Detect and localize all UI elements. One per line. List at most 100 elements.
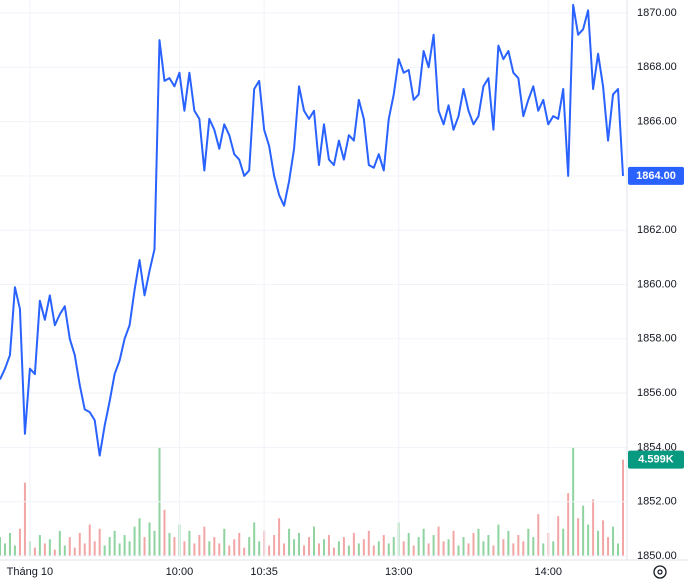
volume-bar — [532, 537, 535, 556]
volume-bar — [133, 526, 136, 556]
volume-tag-label: 4.599K — [638, 454, 674, 466]
y-tick-label: 1852.00 — [637, 496, 677, 508]
volume-bar — [173, 537, 176, 556]
volume-bar — [203, 526, 206, 556]
volume-bar — [527, 528, 530, 556]
volume-bar — [63, 545, 66, 556]
volume-bar — [113, 530, 116, 556]
volume-tag — [628, 450, 684, 469]
volume-bar — [517, 535, 520, 556]
volume-bar — [387, 543, 390, 556]
price-tag — [628, 166, 684, 185]
volume-bar — [143, 537, 146, 556]
volume-bar — [58, 530, 61, 556]
volume-bar — [447, 539, 450, 556]
volume-bar — [357, 543, 360, 556]
y-tick-label: 1868.00 — [637, 61, 677, 73]
volume-bar — [542, 543, 545, 556]
volume-bar — [422, 528, 425, 556]
volume-bar — [0, 537, 1, 556]
volume-bar — [288, 528, 291, 556]
volume-bar — [457, 545, 460, 556]
volume-bar — [93, 541, 96, 556]
volume-bar — [18, 528, 21, 556]
volume-bar — [327, 535, 330, 556]
volume-bar — [407, 532, 410, 556]
volume-bar — [123, 535, 126, 556]
volume-bar — [442, 541, 445, 556]
volume-bar — [577, 518, 580, 556]
volume-bar — [108, 537, 111, 556]
volume-bar — [617, 543, 620, 556]
volume-bar — [223, 528, 226, 556]
volume-bar — [218, 543, 221, 556]
volume-bar — [482, 541, 485, 556]
volume-bar — [33, 547, 36, 556]
volume-bar — [622, 459, 624, 556]
volume-bar — [592, 499, 595, 556]
volume-bar — [198, 535, 201, 556]
volume-bar — [138, 518, 141, 556]
price-line — [0, 3, 624, 457]
y-tick-label: 1866.00 — [637, 116, 677, 128]
volume-bar — [193, 543, 196, 556]
volume-bar — [308, 537, 311, 556]
volume-bar — [248, 537, 251, 556]
volume-bars — [0, 447, 624, 556]
price-tag-label: 1864.00 — [636, 170, 676, 182]
volume-bar — [23, 482, 26, 556]
volume-bar — [377, 541, 380, 556]
volume-bar — [233, 539, 236, 556]
y-tick-label: 1870.00 — [637, 7, 677, 19]
volume-bar — [238, 532, 241, 556]
volume-bar — [293, 539, 296, 556]
volume-bar — [597, 530, 600, 556]
volume-bar — [507, 530, 510, 556]
volume-bar — [163, 509, 166, 556]
volume-bar — [502, 539, 505, 556]
volume-bar — [552, 541, 555, 556]
volume-bar — [183, 541, 186, 556]
volume-bar — [322, 539, 325, 556]
volume-bar — [607, 537, 610, 556]
y-tick-label: 1856.00 — [637, 387, 677, 399]
volume-bar — [402, 541, 405, 556]
volume-bar — [312, 526, 315, 556]
volume-bar — [268, 545, 271, 556]
volume-bar — [477, 528, 480, 556]
volume-bar — [153, 530, 156, 556]
volume-bar — [522, 541, 525, 556]
volume-bar — [567, 493, 570, 556]
volume-bar — [13, 545, 16, 556]
volume-bar — [462, 537, 465, 556]
x-tick-label: 10:00 — [166, 566, 194, 578]
volume-bar — [497, 524, 500, 556]
volume-bar — [557, 516, 560, 556]
volume-bar — [68, 537, 71, 556]
volume-bar — [43, 543, 46, 556]
volume-bar — [48, 539, 51, 556]
volume-bar — [213, 537, 216, 556]
volume-bar — [452, 530, 455, 556]
volume-bar — [352, 532, 355, 556]
volume-bar — [3, 543, 6, 556]
volume-bar — [118, 543, 121, 556]
volume-bar — [38, 535, 41, 556]
volume-bar — [83, 543, 86, 556]
settings-icon[interactable] — [653, 565, 667, 579]
volume-bar — [362, 539, 365, 556]
volume-bar — [432, 535, 435, 556]
volume-bar — [337, 541, 340, 556]
volume-bar — [88, 524, 91, 556]
volume-bar — [98, 528, 101, 556]
volume-bar — [412, 545, 415, 556]
volume-bar — [283, 543, 286, 556]
x-tick-label: Tháng 10 — [7, 566, 53, 578]
volume-bar — [303, 545, 306, 556]
volume-bar — [512, 543, 515, 556]
volume-bar — [437, 526, 440, 556]
volume-bar — [73, 547, 76, 556]
volume-bar — [253, 522, 256, 556]
volume-bar — [317, 543, 320, 556]
x-tick-label: 10:35 — [250, 566, 278, 578]
